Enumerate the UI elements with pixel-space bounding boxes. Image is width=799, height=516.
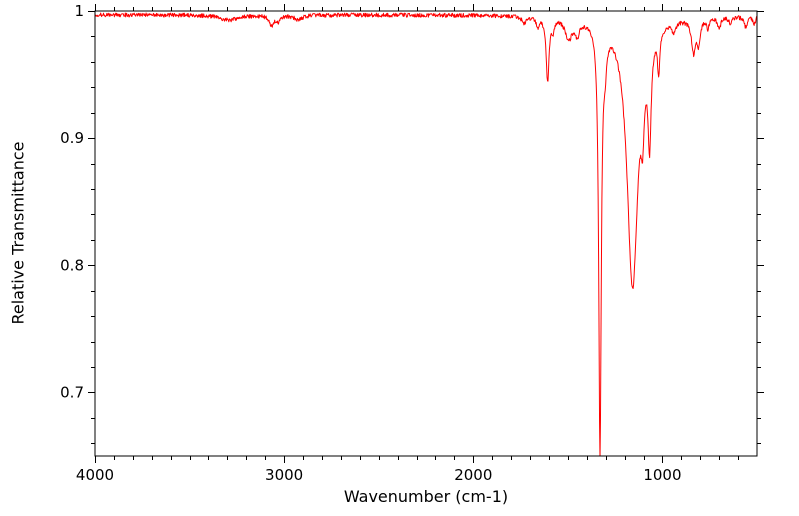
x-tick-label: 4000 [76, 466, 114, 484]
spectrum-line [95, 12, 757, 456]
x-tick-label: 1000 [643, 466, 681, 484]
y-axis-title: Relative Transmittance [8, 141, 28, 325]
y-tick-label: 1 [74, 2, 84, 20]
x-axis-title: Wavenumber (cm-1) [343, 487, 509, 506]
y-tick-label: 0.8 [60, 256, 84, 274]
y-tick-label: 0.7 [60, 383, 84, 401]
x-tick-label: 2000 [454, 466, 492, 484]
y-tick-label: 0.9 [60, 129, 84, 147]
plot-border [94, 10, 758, 457]
x-tick-label: 3000 [265, 466, 303, 484]
